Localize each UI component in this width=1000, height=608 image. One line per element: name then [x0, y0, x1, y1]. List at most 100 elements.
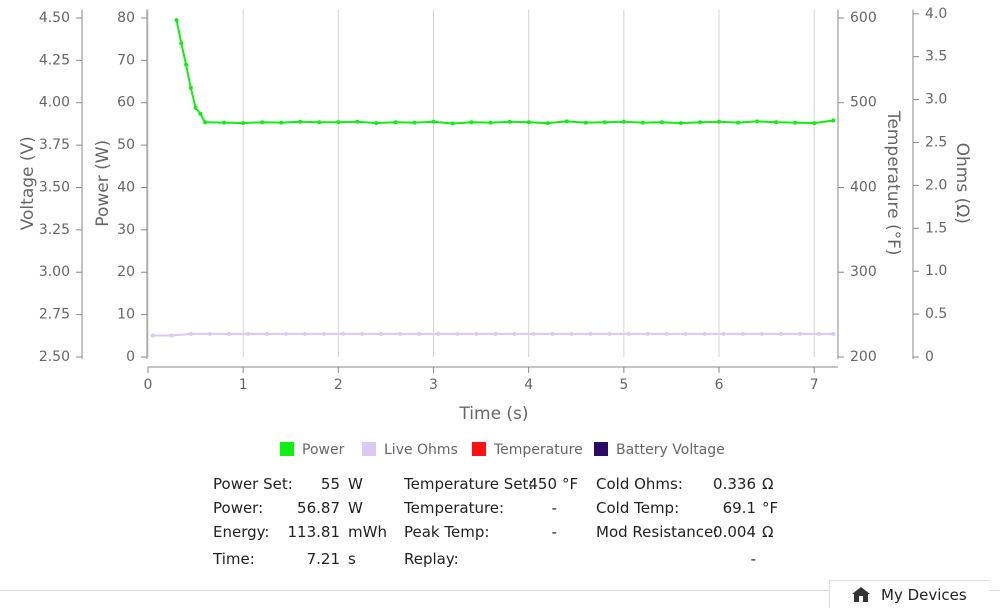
info-text: °F	[562, 475, 579, 493]
series-line	[152, 332, 834, 337]
y-axis-title: Power (W)	[93, 140, 113, 227]
y-tick-label: 3.5	[925, 49, 947, 65]
data-point	[245, 331, 250, 336]
info-text: Temperature Set:	[404, 475, 534, 493]
y-tick-label: 400	[850, 179, 877, 195]
my-devices-button[interactable]: My Devices	[829, 580, 990, 608]
data-point	[816, 331, 821, 336]
data-point	[398, 331, 403, 336]
info-text: W	[348, 475, 363, 493]
y-tick-label: 3.25	[39, 222, 70, 238]
data-point	[150, 333, 155, 338]
data-point	[507, 119, 512, 124]
data-point	[621, 119, 626, 124]
data-point	[774, 120, 779, 125]
y-tick-label: 300	[850, 264, 877, 280]
y-tick-label: 2.75	[39, 307, 70, 323]
data-point	[678, 121, 683, 126]
info-text: Ω	[762, 523, 774, 541]
y-tick-label: 4.0	[925, 6, 947, 22]
info-text: Power:	[213, 499, 264, 517]
x-tick-label: 5	[619, 377, 628, 393]
info-text: °F	[762, 499, 779, 517]
data-point	[493, 331, 498, 336]
data-point	[169, 333, 174, 338]
data-point	[279, 120, 284, 125]
y-tick-label: 600	[850, 10, 877, 26]
data-point	[564, 119, 569, 124]
y-axis-title: Temperature (°F)	[883, 110, 903, 256]
data-point	[317, 120, 322, 125]
data-point	[207, 331, 212, 336]
data-point	[431, 119, 436, 124]
info-text: -	[551, 499, 557, 517]
y-tick-label: 60	[117, 95, 135, 111]
data-point	[626, 331, 631, 336]
data-point	[831, 118, 836, 123]
y-tick-label: 3.50	[39, 179, 70, 195]
y-tick-label: 30	[117, 222, 135, 238]
button-label[interactable]: My Devices	[881, 586, 967, 604]
data-point	[550, 331, 555, 336]
data-point	[188, 331, 193, 336]
data-point	[645, 331, 650, 336]
info-text: 0.336	[713, 475, 756, 493]
data-point	[188, 85, 193, 90]
data-point	[797, 331, 802, 336]
data-point	[374, 121, 379, 126]
data-point	[683, 331, 688, 336]
y-tick-label: 10	[117, 307, 135, 323]
y-tick-label: 40	[117, 179, 135, 195]
info-text: -	[750, 550, 756, 568]
data-point	[198, 111, 203, 116]
data-point	[812, 121, 817, 126]
data-point	[583, 120, 588, 125]
data-point	[436, 331, 441, 336]
x-tick-label: 4	[524, 377, 533, 393]
data-point	[588, 331, 593, 336]
info-text: 450	[528, 475, 557, 493]
y-tick-label: 4.50	[39, 10, 70, 26]
info-text: Ω	[762, 475, 774, 493]
legend-label: Temperature	[493, 442, 583, 458]
legend-label: Power	[302, 442, 345, 458]
y-tick-label: 4.00	[39, 95, 70, 111]
data-point	[569, 331, 574, 336]
info-text: 56.87	[297, 499, 340, 517]
data-point	[469, 120, 474, 125]
data-point	[607, 331, 612, 336]
data-point	[203, 120, 208, 125]
x-tick-label: 3	[429, 377, 438, 393]
info-text: Mod Resistance:	[596, 523, 719, 541]
data-point	[184, 62, 189, 67]
info-text: 69.1	[722, 499, 756, 517]
legend-swatch	[362, 442, 376, 456]
data-point	[512, 331, 517, 336]
data-point	[702, 331, 707, 336]
data-point	[355, 119, 360, 124]
info-text: W	[348, 499, 363, 517]
legend-label: Battery Voltage	[616, 442, 725, 458]
data-point	[298, 119, 303, 124]
data-point	[193, 105, 198, 110]
info-text: Cold Ohms:	[596, 475, 683, 493]
series-line	[175, 19, 834, 125]
info-text: Temperature:	[404, 499, 505, 517]
footer-bar	[0, 590, 1000, 608]
data-point	[474, 331, 479, 336]
data-point	[531, 331, 536, 336]
y-tick-label: 500	[850, 95, 877, 111]
data-point	[721, 331, 726, 336]
data-point	[778, 331, 783, 336]
data-point	[341, 331, 346, 336]
x-axis-title: Time (s)	[458, 404, 528, 424]
data-point	[698, 120, 702, 125]
data-point	[640, 120, 645, 125]
y-tick-label: 3.00	[39, 264, 70, 280]
data-point	[174, 18, 179, 23]
info-text: Time:	[213, 550, 255, 568]
data-point	[526, 120, 531, 125]
y-tick-label: 80	[117, 10, 135, 26]
